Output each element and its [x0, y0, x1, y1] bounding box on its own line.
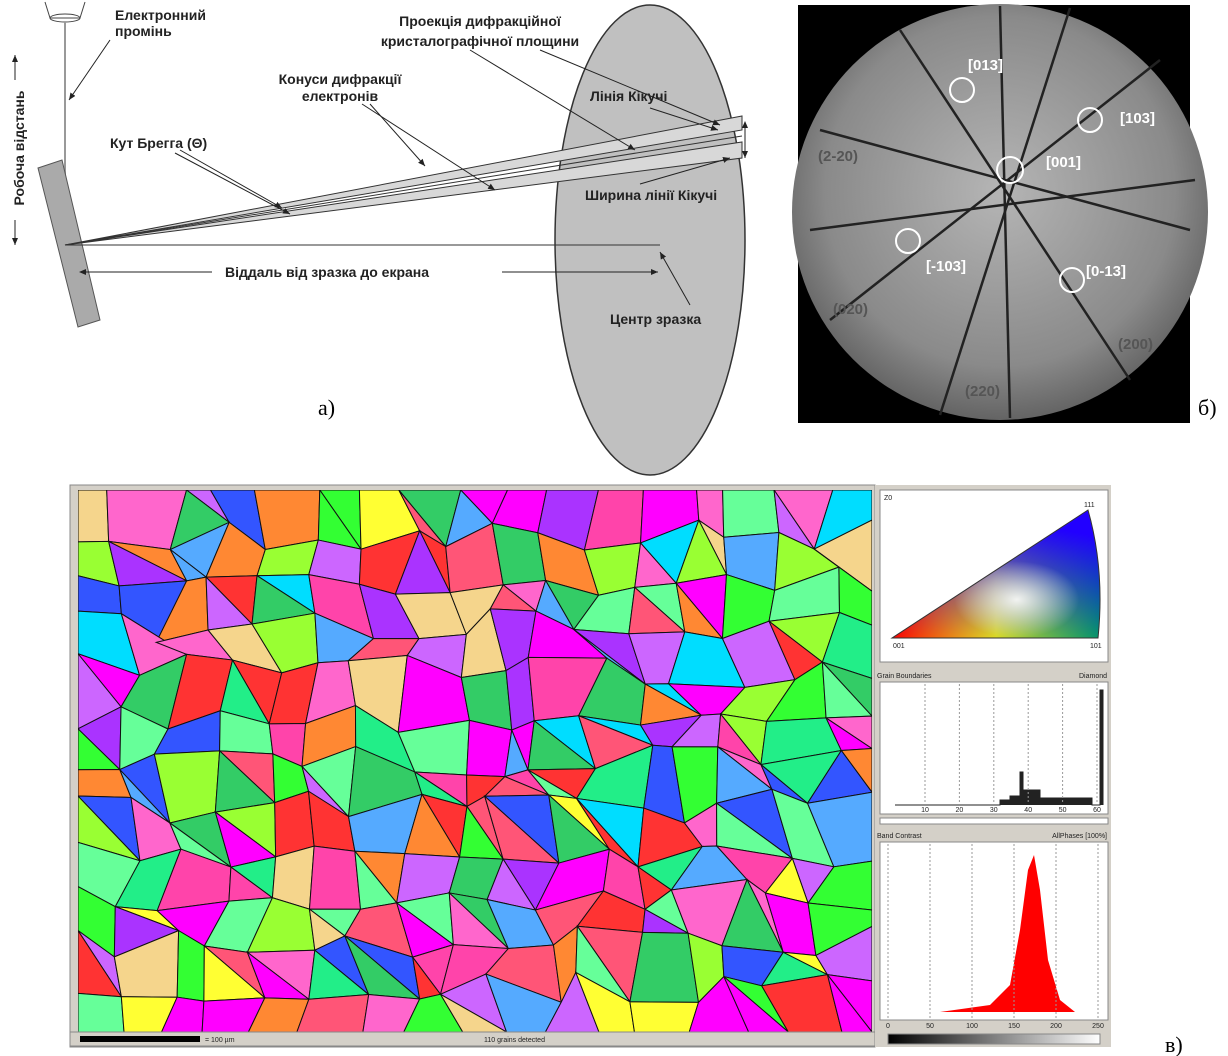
plane-label: (2-20)	[818, 148, 858, 165]
ipf-title: Z0	[884, 495, 892, 502]
sample	[38, 160, 100, 327]
label: промінь	[115, 23, 172, 39]
label: Конуси дифракції	[279, 71, 403, 87]
scale-label: = 100 µm	[205, 1037, 235, 1044]
kikuchi-pattern: [013] [103] [001] [-103] [0-13] (2-20) (…	[792, 4, 1217, 423]
label: електронів	[302, 88, 379, 104]
panel-label: б)	[1198, 395, 1217, 420]
zone-label: [001]	[1046, 154, 1081, 171]
label: Ширина лінії Кікучі	[585, 187, 717, 203]
tick-label: 30	[990, 807, 998, 814]
label: Проекція дифракційної	[399, 13, 562, 29]
grain	[467, 720, 512, 776]
plane-label: (220)	[965, 383, 1000, 400]
tick-label: 40	[1024, 807, 1032, 814]
grain	[723, 490, 779, 537]
tick-label: 20	[956, 807, 964, 814]
plane-label: (020)	[833, 301, 868, 318]
grain	[254, 490, 319, 550]
zone-label: [013]	[968, 57, 1003, 74]
label: Віддаль від зразка до екрана	[225, 264, 429, 280]
hist-phase: Diamond	[1079, 673, 1107, 680]
hist-title: Grain Boundaries	[877, 673, 932, 680]
tick-label: 50	[1059, 807, 1067, 814]
status: 110 grains detected	[484, 1037, 545, 1044]
hist-phase: AllPhases [100%]	[1052, 833, 1107, 840]
screen	[555, 5, 745, 475]
tick-label: 0	[886, 1023, 890, 1030]
grain	[275, 791, 314, 857]
zone-label: [-103]	[926, 258, 966, 275]
lens	[45, 2, 85, 18]
tick-label: 60	[1093, 807, 1101, 814]
label: Кут Брегга (Θ)	[110, 135, 207, 151]
tick-label: 50	[926, 1023, 934, 1030]
tick-label: 250	[1092, 1023, 1104, 1030]
label: Електронний	[115, 7, 206, 23]
tick-label: 100	[966, 1023, 978, 1030]
label: Робоча відстань	[11, 90, 27, 205]
grain	[630, 932, 699, 1002]
tick-label: 10	[921, 807, 929, 814]
zone-label: [0-13]	[1086, 263, 1126, 280]
tick-label: 150	[1008, 1023, 1020, 1030]
plane-label: (200)	[1118, 336, 1153, 353]
figure: Електронний промінь Робоча відстань Прое…	[0, 0, 1228, 1056]
label: Лінія Кікучі	[590, 88, 667, 104]
grain	[78, 490, 109, 542]
schematic: Електронний промінь Робоча відстань Прое…	[11, 2, 745, 475]
grain	[78, 993, 124, 1032]
hist-title: Band Contrast	[877, 833, 922, 840]
grain	[309, 846, 360, 909]
zone-label: [103]	[1120, 110, 1155, 127]
panel-label: а)	[318, 395, 335, 420]
label: Центр зразка	[610, 311, 701, 327]
ebsd-map: = 100 µm 110 grains detected Z0 111 001 …	[70, 485, 1183, 1056]
tick-label: 200	[1050, 1023, 1062, 1030]
ipf-corner: 101	[1090, 643, 1102, 650]
label: кристалографічної площини	[381, 33, 579, 49]
grain-map	[78, 490, 872, 1032]
ipf-corner: 111	[1084, 502, 1095, 509]
panel-label: в)	[1165, 1032, 1183, 1056]
ipf-corner: 001	[893, 643, 905, 650]
grain	[630, 1002, 699, 1032]
